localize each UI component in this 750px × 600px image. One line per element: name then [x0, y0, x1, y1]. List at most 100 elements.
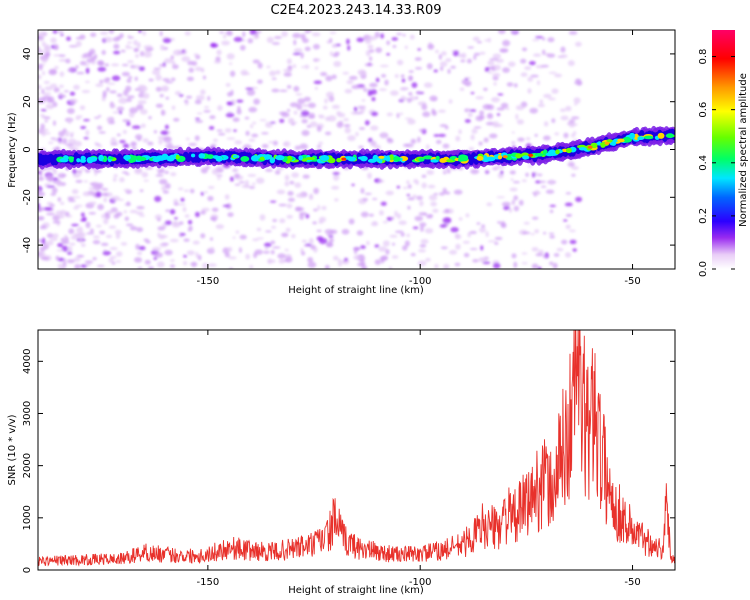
- noise-blob: [127, 36, 134, 39]
- noise-blob: [106, 87, 110, 92]
- noise-blob: [442, 217, 452, 224]
- noise-blob: [194, 135, 200, 141]
- noise-blob: [438, 133, 446, 138]
- noise-blob: [378, 246, 387, 252]
- noise-blob: [565, 105, 572, 112]
- noise-blob: [195, 117, 200, 120]
- noise-blob: [200, 89, 206, 95]
- noise-blob: [72, 168, 77, 175]
- noise-blob: [441, 51, 447, 56]
- noise-blob: [165, 81, 174, 84]
- noise-blob: [157, 226, 166, 231]
- ridge-hotspot: [190, 153, 196, 158]
- noise-blob: [530, 74, 539, 78]
- noise-blob: [331, 104, 340, 110]
- noise-blob: [428, 194, 438, 201]
- noise-blob: [57, 197, 62, 202]
- noise-blob: [237, 105, 241, 111]
- noise-blob: [84, 260, 94, 264]
- ridge-hotspot: [137, 156, 147, 162]
- noise-blob: [471, 128, 478, 134]
- noise-blob: [109, 247, 118, 251]
- noise-blob: [183, 189, 190, 192]
- noise-blob: [239, 44, 246, 51]
- noise-blob: [411, 82, 418, 89]
- noise-blob: [40, 256, 50, 261]
- noise-blob: [134, 76, 138, 81]
- noise-blob: [317, 114, 324, 117]
- noise-blob: [458, 217, 463, 221]
- noise-blob: [287, 197, 296, 202]
- noise-blob: [136, 104, 144, 111]
- noise-blob: [52, 101, 58, 108]
- snr-x-label: Height of straight line (km): [288, 585, 424, 596]
- noise-blob: [307, 261, 317, 268]
- noise-blob: [575, 41, 582, 47]
- noise-blob: [325, 75, 333, 82]
- noise-blob: [551, 118, 556, 124]
- noise-blob: [72, 196, 81, 199]
- noise-blob: [347, 45, 351, 51]
- noise-blob: [72, 173, 81, 178]
- noise-blob: [496, 113, 501, 116]
- ridge-hotspot: [665, 133, 675, 139]
- noise-blob: [242, 31, 246, 38]
- noise-blob: [99, 230, 106, 235]
- noise-blob: [86, 232, 95, 235]
- noise-blob: [229, 62, 233, 65]
- spectrogram-y-tick-label: -40: [22, 237, 33, 253]
- noise-blob: [48, 176, 53, 183]
- noise-blob: [355, 131, 359, 137]
- noise-blob: [261, 132, 269, 135]
- noise-blob: [79, 237, 83, 244]
- ridge-hotspot: [515, 153, 522, 159]
- noise-blob: [520, 58, 527, 64]
- noise-blob: [492, 121, 499, 128]
- ridge-peak: [604, 141, 610, 145]
- noise-blob: [57, 182, 62, 187]
- noise-blob: [301, 118, 308, 124]
- noise-blob: [129, 107, 138, 114]
- noise-blob: [454, 262, 461, 267]
- noise-blob: [569, 229, 576, 233]
- ridge-hotspot: [461, 155, 469, 160]
- noise-blob: [484, 39, 489, 42]
- noise-blob: [513, 83, 518, 88]
- noise-blob: [129, 46, 133, 49]
- noise-blob: [97, 66, 107, 72]
- noise-blob: [100, 242, 109, 247]
- noise-blob: [485, 231, 489, 238]
- noise-blob: [492, 72, 501, 77]
- noise-blob: [390, 90, 399, 96]
- noise-blob: [396, 213, 402, 220]
- snr-series-line: [38, 330, 675, 567]
- noise-blob: [572, 248, 577, 252]
- noise-blob: [69, 242, 76, 246]
- ridge-hotspot: [175, 154, 180, 160]
- noise-blob: [500, 220, 506, 228]
- noise-blob: [576, 81, 582, 86]
- noise-blob: [113, 50, 121, 55]
- noise-blob: [450, 65, 456, 69]
- noise-blob: [537, 173, 543, 177]
- noise-blob: [446, 169, 451, 174]
- noise-blob: [266, 65, 271, 69]
- noise-blob: [183, 260, 188, 266]
- ridge-hotspot: [198, 153, 206, 159]
- noise-blob: [95, 224, 102, 228]
- noise-blob: [396, 112, 400, 119]
- noise-blob: [57, 172, 66, 179]
- noise-blob: [166, 144, 175, 150]
- noise-blob: [270, 240, 276, 245]
- noise-blob: [535, 253, 544, 257]
- noise-blob: [38, 171, 42, 174]
- noise-blob: [565, 224, 571, 230]
- noise-blob: [200, 68, 204, 72]
- noise-blob: [433, 134, 440, 137]
- noise-blob: [455, 243, 461, 250]
- noise-blob: [329, 229, 338, 234]
- noise-blob: [473, 55, 477, 60]
- noise-blob: [486, 113, 494, 120]
- noise-blob: [164, 183, 171, 190]
- noise-blob: [353, 247, 358, 255]
